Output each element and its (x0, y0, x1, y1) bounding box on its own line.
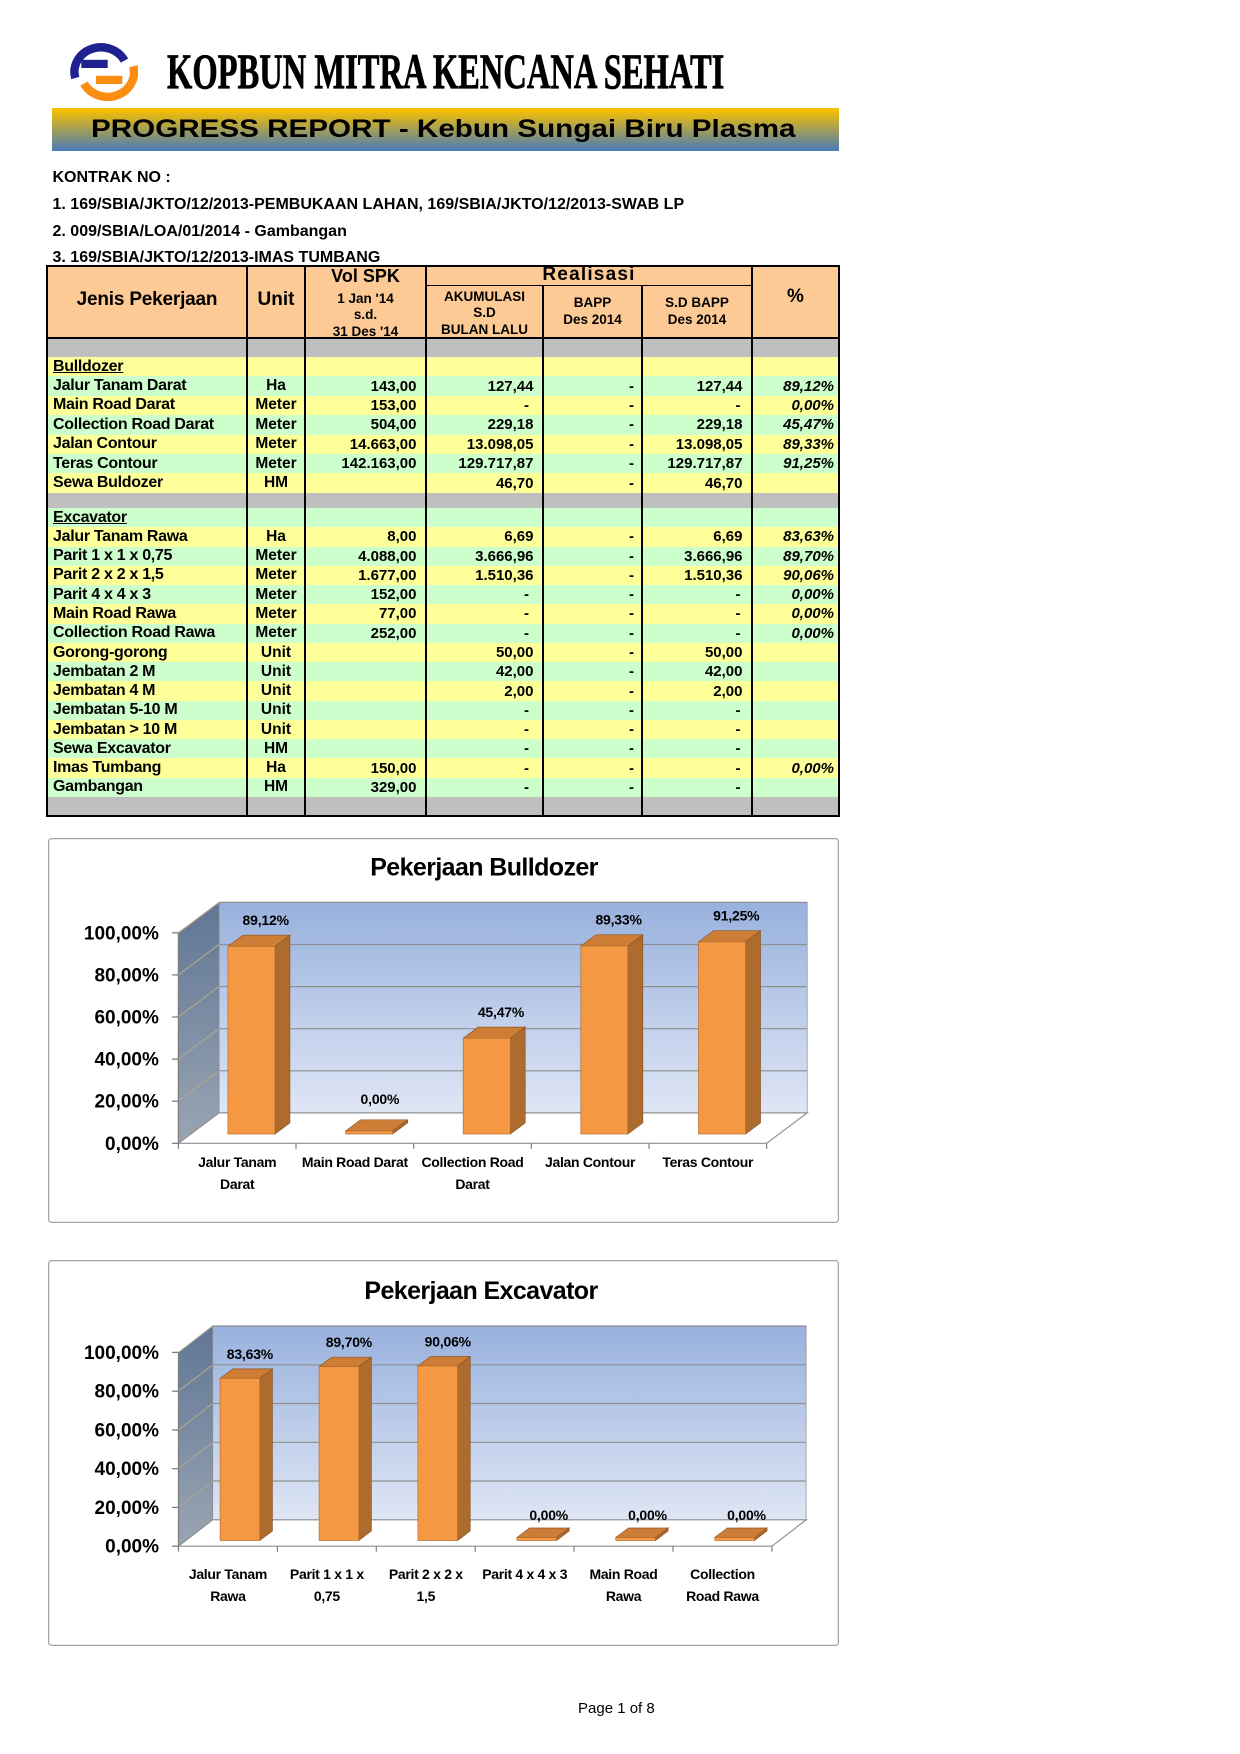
svg-text:80,00%: 80,00% (94, 1382, 159, 1403)
svg-text:0,00%: 0,00% (105, 1134, 159, 1155)
svg-text:89,33%: 89,33% (595, 912, 642, 928)
svg-text:Darat: Darat (455, 1176, 490, 1192)
svg-text:Parit 2 x 2 x: Parit 2 x 2 x (388, 1566, 462, 1582)
svg-text:0,00%: 0,00% (105, 1537, 159, 1558)
svg-text:Collection Road: Collection Road (421, 1154, 523, 1170)
svg-text:40,00%: 40,00% (94, 1460, 159, 1481)
svg-text:Main Road Darat: Main Road Darat (302, 1154, 409, 1170)
svg-text:90,06%: 90,06% (424, 1334, 471, 1350)
svg-text:1,5: 1,5 (416, 1588, 435, 1604)
svg-text:Collection: Collection (690, 1566, 755, 1582)
svg-text:Rawa: Rawa (605, 1588, 641, 1604)
svg-text:60,00%: 60,00% (94, 1421, 159, 1442)
svg-text:Rawa: Rawa (210, 1588, 246, 1604)
svg-text:Main Road: Main Road (589, 1566, 657, 1582)
svg-text:Jalan Contour: Jalan Contour (545, 1154, 636, 1170)
svg-text:83,63%: 83,63% (226, 1346, 273, 1362)
svg-text:0,00%: 0,00% (727, 1507, 766, 1523)
svg-text:80,00%: 80,00% (94, 966, 159, 987)
svg-text:0,00%: 0,00% (529, 1507, 568, 1523)
svg-text:20,00%: 20,00% (94, 1092, 159, 1113)
svg-text:89,70%: 89,70% (325, 1335, 372, 1351)
svg-text:91,25%: 91,25% (713, 908, 760, 924)
svg-text:0,00%: 0,00% (360, 1091, 399, 1107)
svg-text:Pekerjaan Excavator: Pekerjaan Excavator (364, 1277, 598, 1305)
svg-text:Teras Contour: Teras Contour (662, 1154, 754, 1170)
svg-text:100,00%: 100,00% (84, 1343, 159, 1364)
svg-text:40,00%: 40,00% (94, 1050, 159, 1071)
svg-text:Pekerjaan Bulldozer: Pekerjaan Bulldozer (370, 854, 598, 882)
svg-text:Darat: Darat (220, 1176, 255, 1192)
svg-text:Road Rawa: Road Rawa (686, 1588, 759, 1604)
svg-text:100,00%: 100,00% (83, 923, 158, 944)
svg-text:45,47%: 45,47% (477, 1004, 524, 1020)
svg-text:60,00%: 60,00% (94, 1008, 159, 1029)
svg-text:0,75: 0,75 (313, 1588, 340, 1604)
svg-text:Jalur Tanam: Jalur Tanam (198, 1154, 276, 1170)
svg-text:89,12%: 89,12% (242, 912, 289, 928)
svg-text:0,00%: 0,00% (628, 1507, 667, 1523)
svg-text:Parit 4 x 4 x 3: Parit 4 x 4 x 3 (482, 1566, 568, 1582)
svg-text:Jalur Tanam: Jalur Tanam (188, 1566, 266, 1582)
svg-text:Parit 1 x 1 x: Parit 1 x 1 x (290, 1566, 364, 1582)
svg-text:20,00%: 20,00% (94, 1498, 159, 1519)
